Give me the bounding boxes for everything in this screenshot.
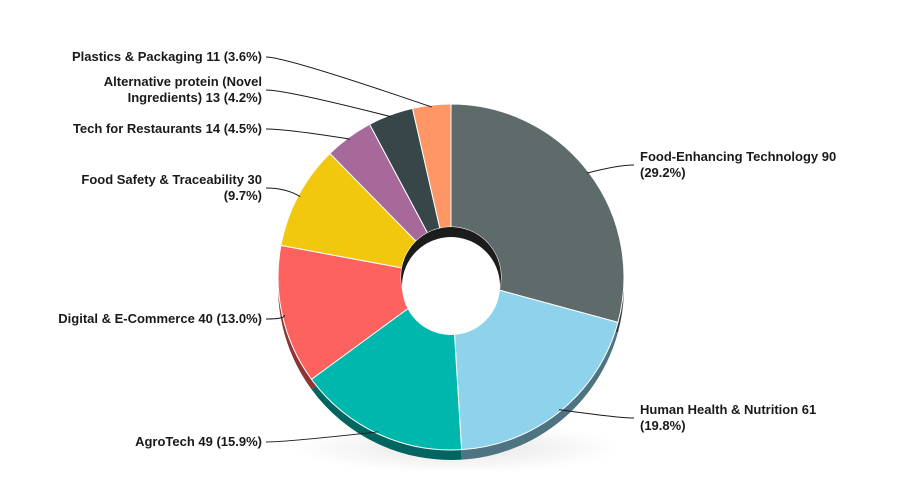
slice-label-0-line-0: Food-Enhancing Technology 90 bbox=[640, 149, 836, 164]
slice-label-7: Plastics & Packaging 11 (3.6%) bbox=[72, 49, 262, 64]
slice-label-6: Alternative protein (Novel Ingredients) 1… bbox=[104, 74, 262, 105]
slice-layer bbox=[277, 103, 625, 451]
slice-label-3: Digital & E-Commerce 40 (13.0%) bbox=[58, 311, 262, 326]
leader-line-2 bbox=[265, 431, 379, 443]
label-layer: Food-Enhancing Technology 90 (29.2%) Human… bbox=[58, 49, 836, 449]
slice-label-4-line-0: Food Safety & Traceability 30 bbox=[81, 172, 262, 187]
leader-line-4 bbox=[265, 187, 301, 198]
slice-label-0-line-1: (29.2%) bbox=[640, 165, 686, 180]
slice-label-5: Tech for Restaurants 14 (4.5%) bbox=[73, 121, 262, 136]
donut-hole bbox=[402, 237, 500, 335]
leader-line-7 bbox=[265, 56, 433, 108]
slice-label-2: AgroTech 49 (15.9%) bbox=[135, 434, 262, 449]
donut-hole-layer bbox=[401, 227, 501, 335]
leader-line-1 bbox=[558, 409, 635, 419]
slice-label-5-line-0: Tech for Restaurants 14 (4.5%) bbox=[73, 121, 262, 136]
slice-label-0: Food-Enhancing Technology 90 (29.2%) bbox=[640, 149, 836, 180]
leader-line-3 bbox=[265, 314, 285, 320]
leader-line-6 bbox=[265, 89, 392, 118]
slice-label-1-line-1: (19.8%) bbox=[640, 418, 686, 433]
slice-label-4-line-1: (9.7%) bbox=[224, 188, 262, 203]
slice-label-1-line-0: Human Health & Nutrition 61 bbox=[640, 402, 816, 417]
leader-line-0 bbox=[586, 164, 635, 174]
slice-label-2-line-0: AgroTech 49 (15.9%) bbox=[135, 434, 262, 449]
slice-label-6-line-1: Ingredients) 13 (4.2%) bbox=[128, 90, 262, 105]
slice-label-3-line-0: Digital & E-Commerce 40 (13.0%) bbox=[58, 311, 262, 326]
slice-label-1: Human Health & Nutrition 61 (19.8%) bbox=[640, 402, 816, 433]
slice-label-7-line-0: Plastics & Packaging 11 (3.6%) bbox=[72, 49, 262, 64]
slice-label-6-line-0: Alternative protein (Novel bbox=[104, 74, 262, 89]
slice-label-4: Food Safety & Traceability 30 (9.7%) bbox=[81, 172, 262, 203]
leader-line-5 bbox=[265, 128, 351, 140]
